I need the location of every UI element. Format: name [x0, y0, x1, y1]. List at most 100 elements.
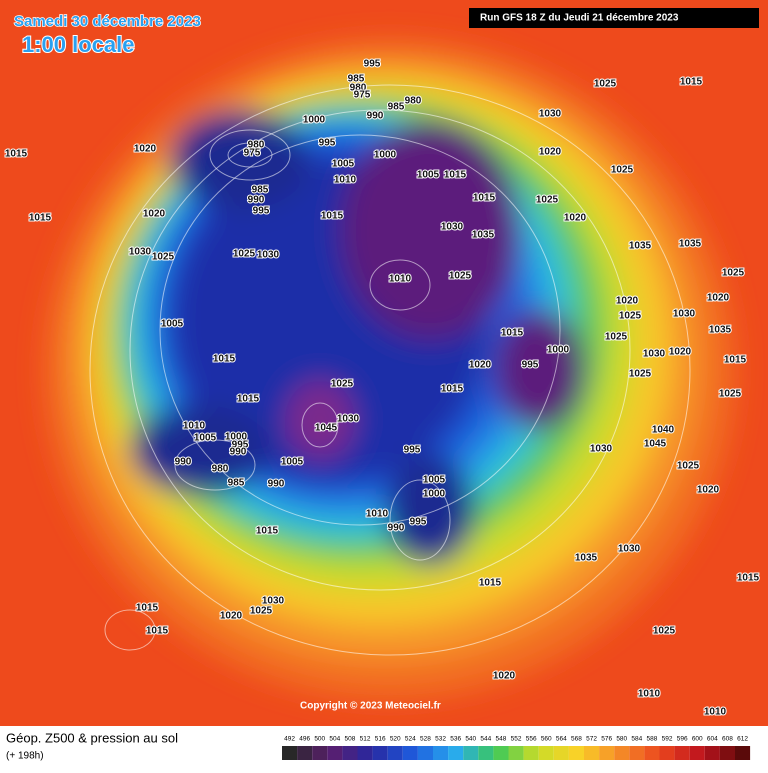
isobar-label: 1010	[638, 689, 661, 700]
scale-label: 516	[375, 736, 386, 743]
scale-swatch	[735, 746, 751, 760]
isobar-label: 1025	[677, 461, 700, 472]
scale-swatch	[704, 746, 720, 760]
scale-label: 524	[405, 736, 416, 743]
isobar-label: 1030	[643, 349, 666, 360]
scale-swatch	[312, 746, 328, 760]
isobar-label: 990	[175, 457, 192, 468]
isobar-label: 1010	[183, 421, 206, 432]
isobar-label: 995	[522, 360, 539, 371]
isobar-label: 1020	[539, 147, 562, 158]
scale-label: 508	[345, 736, 356, 743]
isobar-label: 1025	[250, 606, 273, 617]
isobar-label: 1015	[213, 354, 236, 365]
scale-swatch	[417, 746, 433, 760]
isobar-label: 995	[253, 206, 270, 217]
isobar-label: 1015	[479, 578, 502, 589]
isobar-label: 980	[212, 464, 229, 475]
isobar-label: 1015	[444, 170, 467, 181]
isobar-label: 1030	[618, 544, 641, 555]
scale-label: 580	[616, 736, 627, 743]
isobar-label: 985	[388, 102, 405, 113]
scale-swatch	[523, 746, 539, 760]
isobar-label: 1035	[629, 241, 652, 252]
scale-swatch	[463, 746, 479, 760]
isobar-label: 995	[364, 59, 381, 70]
scale-swatch	[493, 746, 509, 760]
scale-label: 500	[314, 736, 325, 743]
isobar-label: 1030	[257, 250, 280, 261]
isobar-label: 1020	[220, 611, 243, 622]
isobar-label: 975	[244, 148, 261, 159]
isobar-label: 1025	[152, 252, 175, 263]
isobar-label: 1005	[194, 433, 217, 444]
scale-label: 564	[556, 736, 567, 743]
isobar-label: 1015	[441, 384, 464, 395]
isobar-label: 1030	[590, 444, 613, 455]
isobar-label: 1015	[473, 193, 496, 204]
isobar-label: 1020	[469, 360, 492, 371]
isobar-label: 1025	[619, 311, 642, 322]
isobar-label: 985	[252, 185, 269, 196]
isobar-label: 1020	[616, 296, 639, 307]
scale-swatch	[644, 746, 660, 760]
isobar-label: 1035	[575, 553, 598, 564]
scale-label: 532	[435, 736, 446, 743]
scale-swatch	[719, 746, 735, 760]
isobar-label: 980	[405, 96, 422, 107]
color-scale: 492 496 500 504 508 512 516 520 524 528 532 536 540 5…	[282, 736, 751, 760]
isobar-label: 980	[350, 83, 367, 94]
scale-swatch	[614, 746, 630, 760]
isobar-label: 1015	[724, 355, 747, 366]
scale-swatch	[553, 746, 569, 760]
isobar-label: 1025	[719, 389, 742, 400]
scale-swatch	[433, 746, 449, 760]
scale-swatch	[372, 746, 388, 760]
isobar-label: 1005	[423, 475, 446, 486]
isobar-label: 1010	[366, 509, 389, 520]
isobar-label: 1035	[709, 325, 732, 336]
isobar-label: 1000	[547, 345, 570, 356]
scale-swatch	[297, 746, 313, 760]
isobars	[89, 84, 691, 656]
isobar-label: 990	[248, 195, 265, 206]
date-title: Samedi 30 décembre 2023	[14, 13, 201, 30]
isobar-label: 990	[367, 111, 384, 122]
isobar-label: 995	[232, 440, 249, 451]
isobar-label: 980	[248, 140, 265, 151]
isobar-label: 1015	[29, 213, 52, 224]
isobar-label: 1005	[417, 170, 440, 181]
isobar-label: 1040	[652, 425, 675, 436]
scale-swatch	[568, 746, 584, 760]
isobar-label: 1025	[449, 271, 472, 282]
scale-label: 552	[511, 736, 522, 743]
scale-label: 600	[692, 736, 703, 743]
scale-swatch	[674, 746, 690, 760]
isobar-label: 1005	[332, 159, 355, 170]
isobar-label: 1000	[423, 489, 446, 500]
scale-label: 596	[677, 736, 688, 743]
scale-label: 568	[571, 736, 582, 743]
scale-label: 560	[541, 736, 552, 743]
isobar-label: 995	[404, 445, 421, 456]
isobar-label: 985	[348, 74, 365, 85]
copyright: Copyright © 2023 Meteociel.fr	[300, 701, 441, 712]
scale-label: 584	[631, 736, 642, 743]
isobar-label: 990	[230, 447, 247, 458]
field-label: Géop. Z500 & pression au sol	[6, 730, 178, 745]
scale-label: 512	[360, 736, 371, 743]
isobar-label: 1015	[737, 573, 760, 584]
scale-swatch	[402, 746, 418, 760]
isobar-label: 1020	[669, 347, 692, 358]
scale-swatch	[599, 746, 615, 760]
scale-swatch	[327, 746, 343, 760]
isobar-label: 1015	[136, 603, 159, 614]
scale-label: 612	[737, 736, 748, 743]
isobar-label: 1030	[539, 109, 562, 120]
isobar-label: 1000	[374, 150, 397, 161]
isobar-label: 995	[319, 138, 336, 149]
isobar-label: 1025	[605, 332, 628, 343]
